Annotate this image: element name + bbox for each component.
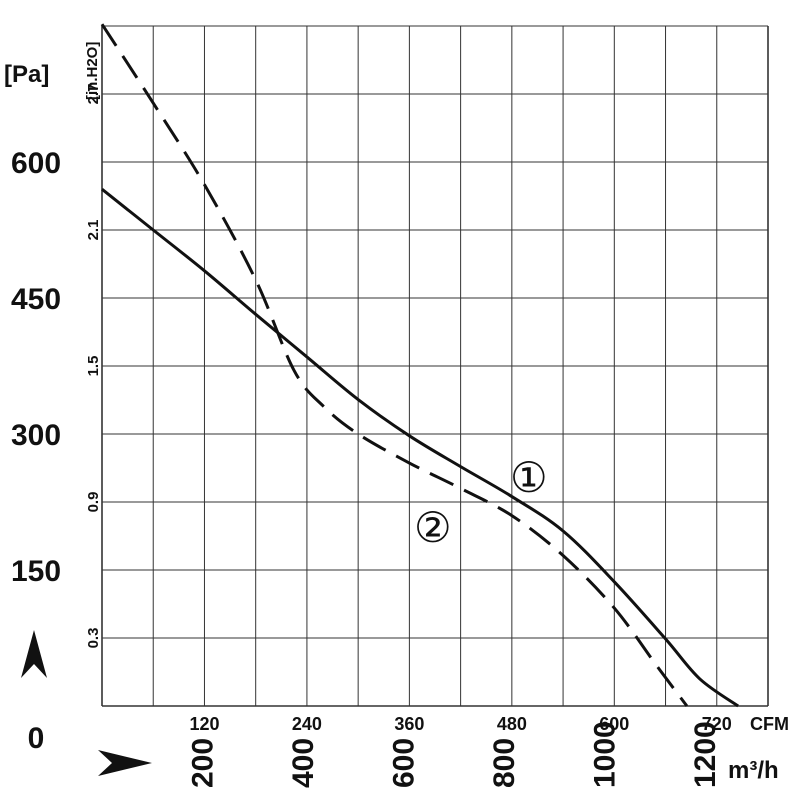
arrow-up-icon xyxy=(21,630,47,678)
x-m3h-tick-label: 1200 xyxy=(689,721,722,788)
series-1-label: ① xyxy=(510,453,548,502)
x-cfm-tick-label: 720 xyxy=(702,714,732,734)
x-m3h-tick-label: 1000 xyxy=(589,721,622,788)
x-m3h-tick-label: 200 xyxy=(187,738,220,788)
y-inner-tick-label: 0.3 xyxy=(85,628,102,649)
y-left-tick-label: 150 xyxy=(11,555,61,588)
series-2-label: ② xyxy=(414,503,452,552)
y-left-tick-label: 600 xyxy=(11,147,61,180)
y-inner-tick-label: 0.9 xyxy=(85,492,102,513)
x-cfm-tick-label: 480 xyxy=(497,714,527,734)
y-inner-unit: [in.H2O] xyxy=(84,42,101,100)
curves xyxy=(100,23,739,708)
x-m3h-tick-label: 400 xyxy=(287,738,320,788)
y-inner-tick-label: 2.7 xyxy=(85,84,102,105)
grid xyxy=(101,25,769,707)
x-m3h-unit: m³/h xyxy=(728,757,779,784)
x-cfm-unit: CFM xyxy=(750,714,789,734)
y-left-unit: [Pa] xyxy=(4,61,49,88)
y-left-tick-label: 300 xyxy=(11,419,61,452)
x-m3h-tick-label: 800 xyxy=(488,738,521,788)
y-left-tick-label: 450 xyxy=(11,283,61,316)
x-cfm-tick-label: 360 xyxy=(394,714,424,734)
y-left-tick-label: 0 xyxy=(28,722,45,755)
arrow-right-icon xyxy=(98,750,152,776)
x-cfm-tick-label: 120 xyxy=(189,714,219,734)
y-inner-tick-label: 2.1 xyxy=(85,220,102,241)
x-cfm-tick-label: 600 xyxy=(599,714,629,734)
series-1-curve xyxy=(101,188,739,708)
tick-labels: 0 150 300 450 600 0.3 0.9 1.5 2.1 2.7 120 240 360 480… xyxy=(11,84,732,788)
x-m3h-tick-label: 600 xyxy=(388,738,421,788)
y-inner-tick-label: 1.5 xyxy=(85,356,102,377)
series-2-curve xyxy=(100,23,689,707)
x-cfm-tick-label: 240 xyxy=(292,714,322,734)
